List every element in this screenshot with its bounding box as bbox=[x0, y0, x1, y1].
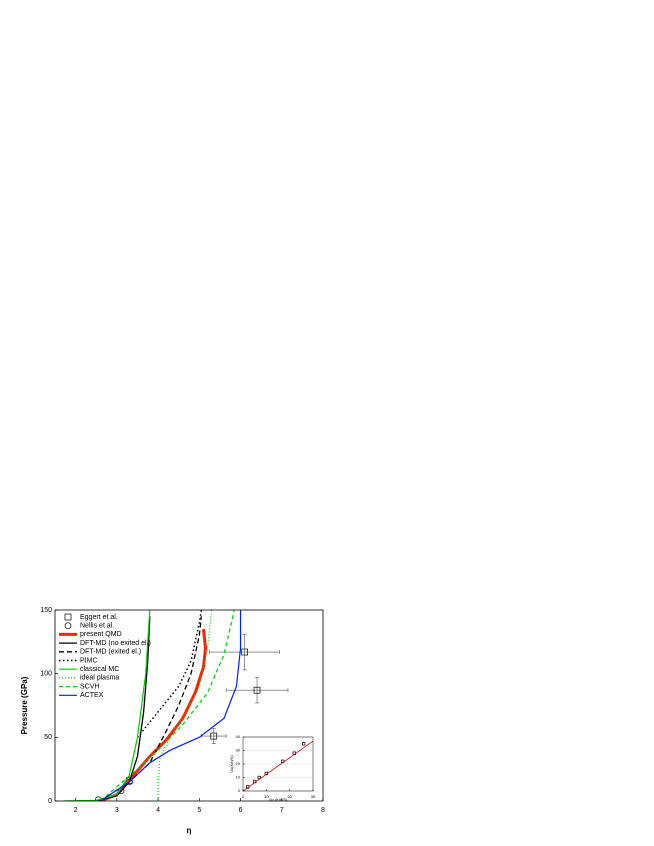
series-line bbox=[243, 740, 313, 791]
y-tick-label: 50 bbox=[44, 734, 52, 741]
plot bbox=[63, 610, 289, 801]
x-tick-label: 5 bbox=[197, 807, 201, 814]
series-line bbox=[157, 610, 213, 801]
marker bbox=[253, 686, 261, 694]
x-tick-label: 2 bbox=[74, 807, 78, 814]
x-axis-label: η bbox=[187, 826, 192, 835]
marker bbox=[210, 732, 218, 740]
legend-label: ACTEX bbox=[80, 692, 104, 699]
x-axis-label: Up (Km/S) bbox=[269, 797, 288, 802]
x-tick-label: 20 bbox=[287, 794, 292, 799]
y-tick-label: 40 bbox=[236, 734, 241, 739]
marker bbox=[257, 775, 261, 780]
y-tick-label: 150 bbox=[40, 607, 52, 614]
x-tick-label: 7 bbox=[280, 807, 284, 814]
series-line bbox=[100, 610, 242, 801]
series-line bbox=[96, 616, 151, 801]
legend-label: present QMD bbox=[80, 631, 122, 638]
x-tick-label: 4 bbox=[156, 807, 160, 814]
x-tick-label: 0 bbox=[242, 794, 245, 799]
legend-marker bbox=[64, 622, 72, 630]
x-tick-label: 30 bbox=[311, 794, 316, 799]
y-tick-label: 0 bbox=[48, 798, 52, 805]
legend-label: PIMC bbox=[80, 657, 98, 664]
x-tick-label: 10 bbox=[264, 794, 269, 799]
legend-label: SCVH bbox=[80, 683, 99, 690]
y-axis-label: Us(Km/S) bbox=[229, 755, 234, 773]
y-tick-label: 30 bbox=[236, 748, 241, 753]
legend-label: DFT-MD (exited el.) bbox=[80, 649, 141, 656]
x-tick-label: 6 bbox=[239, 807, 243, 814]
x-tick-label: 3 bbox=[115, 807, 119, 814]
y-tick-label: 100 bbox=[40, 671, 52, 678]
marker bbox=[241, 648, 249, 656]
x-tick-label: 8 bbox=[321, 807, 325, 814]
legend-label: DFT-MD (no exited el.) bbox=[80, 640, 151, 647]
y-axis-label: Pressure (GPa) bbox=[20, 676, 29, 734]
y-tick-label: 20 bbox=[236, 761, 241, 766]
legend-label: Eggert et al. bbox=[80, 614, 118, 621]
plot-frame bbox=[242, 736, 314, 792]
y-tick-label: 0 bbox=[238, 788, 241, 793]
legend-label: ideal plasma bbox=[80, 675, 119, 682]
legend-label: Nellis et al. bbox=[80, 623, 114, 630]
plot bbox=[243, 740, 313, 791]
y-tick-label: 10 bbox=[236, 775, 241, 780]
series-line bbox=[99, 616, 203, 801]
plot-frame bbox=[54, 609, 324, 802]
legend-marker bbox=[64, 613, 72, 621]
series-line bbox=[99, 610, 235, 801]
legend-label: classical MC bbox=[80, 666, 119, 673]
marker bbox=[302, 742, 306, 746]
